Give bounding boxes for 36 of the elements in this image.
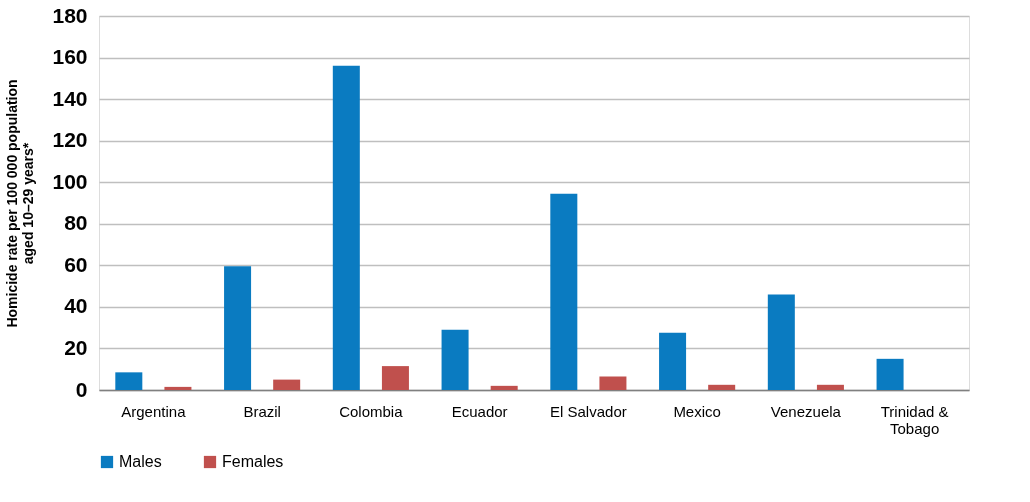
- bar: [273, 379, 301, 390]
- x-tick-label: Mexico: [673, 402, 721, 420]
- x-tick-label: Trinidad & Tobago: [880, 402, 949, 437]
- y-axis-title: Homicide rate per 100 000 population aged 10–29 years*: [4, 79, 37, 328]
- y-tick-label: 180: [52, 3, 88, 27]
- x-tick-label: Colombia: [339, 402, 404, 420]
- y-tick-label: 120: [52, 128, 88, 152]
- bar: [816, 384, 844, 390]
- bar: [115, 372, 143, 390]
- x-tick-label: Brazil: [243, 402, 281, 420]
- x-tick-label: Venezuela: [770, 402, 842, 420]
- legend-label: Males: [119, 453, 162, 470]
- bar: [224, 266, 252, 390]
- y-tick-label: 60: [64, 252, 88, 276]
- y-tick-label: 40: [64, 294, 88, 318]
- bar: [876, 358, 904, 390]
- y-tick-label: 140: [52, 86, 88, 110]
- y-tick-label: 0: [75, 377, 88, 401]
- y-tick-label: 80: [64, 211, 88, 235]
- y-tick-label: 100: [52, 169, 88, 193]
- bar: [381, 366, 409, 390]
- bar: [441, 329, 469, 390]
- bar: [767, 294, 795, 390]
- y-tick-label: 20: [64, 335, 88, 359]
- bar: [550, 193, 578, 390]
- bar: [708, 384, 736, 390]
- legend-label: Females: [222, 453, 284, 470]
- x-tick-label: Ecuador: [451, 402, 508, 420]
- bar: [332, 65, 360, 390]
- bar: [490, 385, 518, 390]
- x-tick-label: El Salvador: [550, 402, 627, 420]
- bar: [599, 376, 627, 390]
- bar: [164, 386, 192, 390]
- y-tick-label: 160: [52, 45, 88, 69]
- bar: [659, 332, 687, 390]
- x-tick-label: Argentina: [121, 402, 187, 420]
